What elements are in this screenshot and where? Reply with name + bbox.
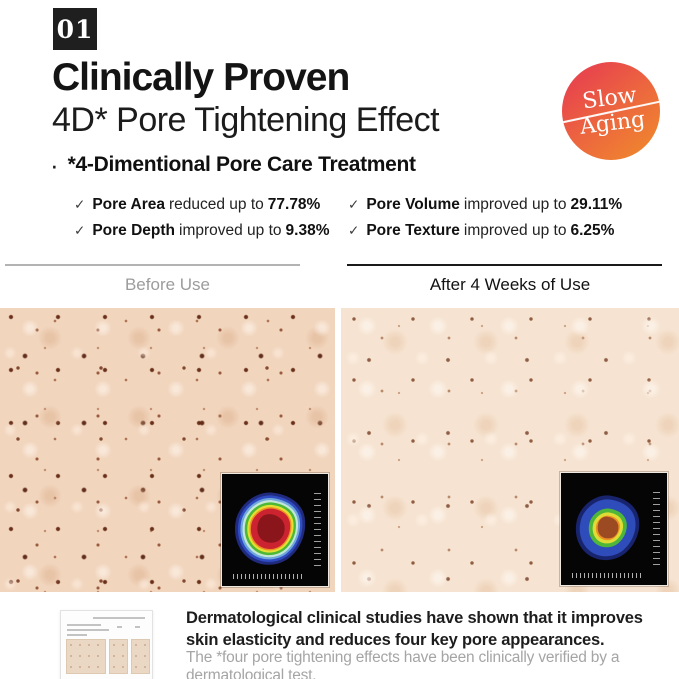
clinical-report-thumbnail bbox=[60, 610, 153, 679]
heatmap-scale-labels bbox=[652, 488, 660, 565]
bullet-dot-icon: · bbox=[50, 150, 59, 180]
pore-heatmap-before-inset bbox=[221, 473, 329, 587]
pore-heatmap-after bbox=[575, 495, 640, 561]
skin-photo-before bbox=[0, 308, 335, 592]
stat-pore-texture: ✓ Pore Texture improved up to 6.25% bbox=[348, 222, 639, 240]
stat-pore-depth: ✓ Pore Depth improved up to 9.38% bbox=[74, 222, 348, 240]
pore-heatmap-after-inset bbox=[560, 472, 668, 586]
report-text-line bbox=[93, 617, 145, 619]
section-number: 01 bbox=[56, 14, 94, 44]
slow-aging-badge: Slow Aging bbox=[562, 62, 660, 160]
check-icon: ✓ bbox=[74, 223, 86, 238]
stat-middle: improved up to bbox=[179, 222, 282, 239]
after-divider-line bbox=[347, 264, 662, 266]
footnote-claim: Dermatological clinical studies have sho… bbox=[186, 609, 643, 649]
stat-name: Pore Depth bbox=[92, 222, 175, 239]
report-text-line bbox=[67, 624, 101, 626]
stat-name: Pore Volume bbox=[366, 196, 460, 213]
report-skin-image bbox=[109, 639, 128, 674]
stats-grid: ✓ Pore Area reduced up to 77.78% ✓ Pore … bbox=[74, 192, 639, 244]
stat-middle: improved up to bbox=[463, 222, 567, 239]
heatmap-x-ticks bbox=[232, 574, 303, 580]
report-skin-image bbox=[131, 639, 150, 674]
report-text-line bbox=[117, 626, 122, 628]
stat-value: 77.78% bbox=[267, 196, 321, 213]
stat-pore-volume: ✓ Pore Volume improved up to 29.11% bbox=[348, 196, 639, 214]
report-text-line bbox=[135, 626, 140, 628]
report-text-line bbox=[67, 629, 109, 631]
report-skin-image bbox=[66, 639, 106, 674]
check-icon: ✓ bbox=[348, 223, 360, 238]
section-number-badge: 01 bbox=[53, 8, 97, 50]
stat-name: Pore Area bbox=[92, 196, 165, 213]
stat-name: Pore Texture bbox=[366, 222, 460, 239]
report-text-line bbox=[67, 634, 87, 636]
stat-middle: improved up to bbox=[463, 196, 567, 213]
stat-value: 29.11% bbox=[570, 196, 623, 213]
pore-heatmap-before bbox=[234, 492, 306, 565]
treatment-heading-row: · *4-Dimentional Pore Care Treatment bbox=[50, 152, 416, 178]
check-icon: ✓ bbox=[74, 197, 86, 212]
stat-middle: reduced up to bbox=[168, 196, 264, 213]
after-use-label: After 4 Weeks of Use bbox=[429, 275, 591, 294]
before-use-label: Before Use bbox=[124, 275, 211, 294]
stat-value: 6.25% bbox=[570, 222, 615, 239]
heatmap-scale-labels bbox=[313, 489, 321, 566]
treatment-heading: *4-Dimentional Pore Care Treatment bbox=[67, 153, 416, 176]
page-title: Clinically Proven bbox=[52, 56, 350, 99]
stat-value: 9.38% bbox=[285, 222, 330, 239]
stat-pore-area: ✓ Pore Area reduced up to 77.78% bbox=[74, 196, 348, 214]
page-subtitle: 4D* Pore Tightening Effect bbox=[52, 101, 440, 139]
before-divider-line bbox=[5, 264, 300, 266]
check-icon: ✓ bbox=[348, 197, 360, 212]
heatmap-x-ticks bbox=[571, 573, 642, 579]
footnote-disclaimer: The *four pore tightening effects have b… bbox=[186, 649, 620, 679]
